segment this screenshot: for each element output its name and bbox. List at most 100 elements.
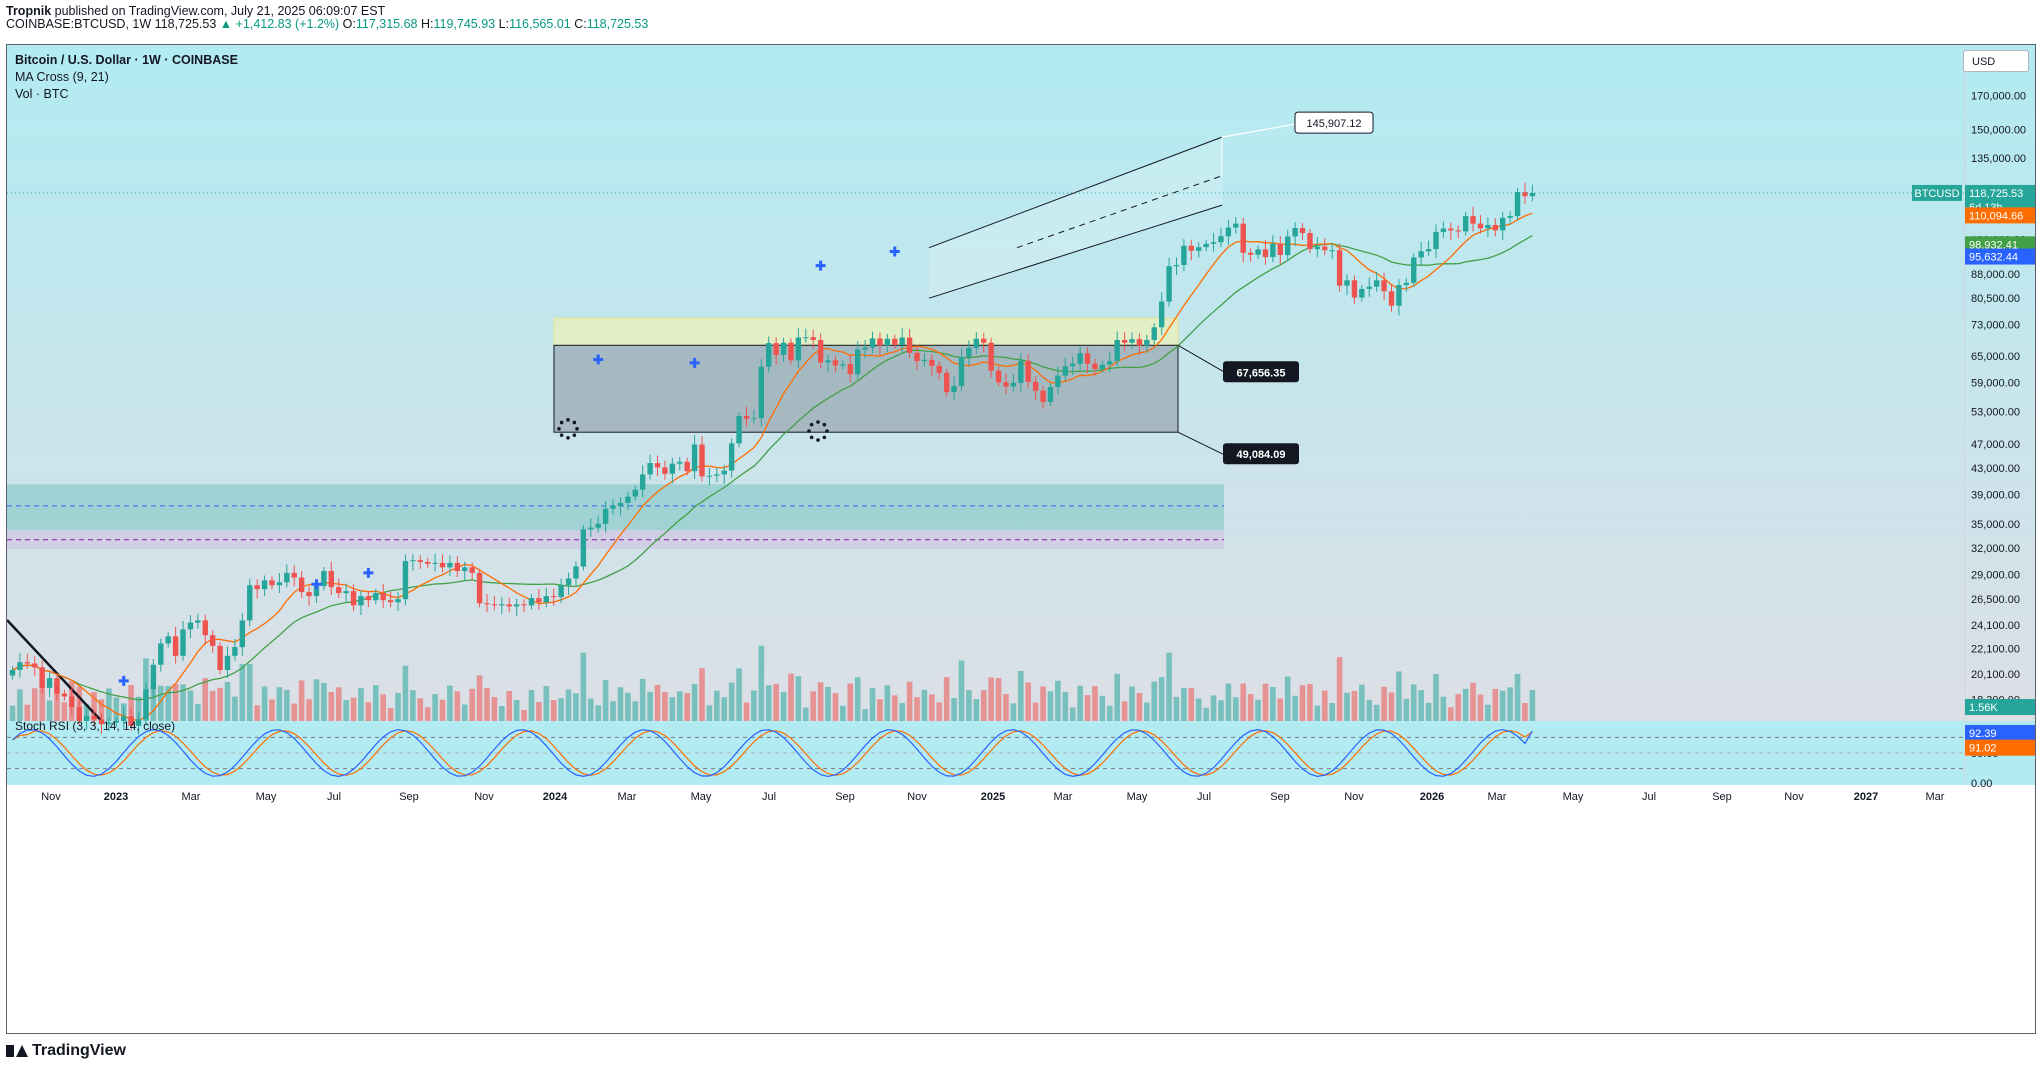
volume-bar <box>1440 696 1447 721</box>
candle-body <box>706 475 713 477</box>
candle-body <box>588 527 594 530</box>
volume-bar <box>528 689 535 721</box>
volume-bar <box>1040 686 1046 721</box>
price-tick-label: 20,100.00 <box>1971 669 2020 681</box>
candle-body <box>365 596 372 601</box>
volume-bar <box>1381 686 1387 721</box>
volume-bar <box>291 703 298 721</box>
volume-bar <box>1270 686 1276 721</box>
volume-bar <box>936 702 943 721</box>
ma-cross-marker <box>689 357 700 368</box>
dotted-circle-marker <box>816 420 820 424</box>
volume-bar <box>1418 690 1424 721</box>
channel-lower-line <box>928 204 1223 299</box>
candle-body <box>543 596 550 603</box>
candle-body <box>209 635 216 646</box>
close-label: C: <box>574 17 587 31</box>
volume-bar <box>995 678 1002 721</box>
candle-body <box>751 418 757 420</box>
volume-bar <box>1492 688 1499 721</box>
candle-body <box>1010 382 1017 387</box>
candle-body <box>899 337 905 345</box>
volume-bar <box>402 665 409 721</box>
time-tick-label: Sep <box>399 791 419 803</box>
volume-bar <box>1277 698 1284 721</box>
candle-body <box>1396 285 1402 306</box>
candle-body <box>1507 216 1513 218</box>
candle-body <box>795 337 802 361</box>
candle-body <box>1314 246 1321 250</box>
candle-body <box>1136 339 1143 346</box>
candle-body <box>1366 286 1372 289</box>
ma-cross-marker <box>311 579 322 590</box>
author-name[interactable]: Tropnik <box>6 4 52 18</box>
volume-bar <box>728 682 735 721</box>
chart-frame[interactable]: 145,907.1267,656.3549,084.09190,000.0017… <box>6 44 2036 1034</box>
candle-body <box>513 604 520 607</box>
volume-bar <box>914 697 920 721</box>
ma-cross-marker <box>815 260 826 271</box>
volume-bar <box>1062 691 1069 721</box>
volume-bar <box>358 687 364 721</box>
volume-bar <box>958 660 965 721</box>
volume-bar <box>1284 676 1291 721</box>
volume-bar <box>461 704 468 721</box>
volume-bar <box>1396 671 1402 721</box>
time-tick-label: Nov <box>1344 791 1364 803</box>
stoch-tick-label: 0.00 <box>1971 778 1992 790</box>
dotted-circle-marker <box>575 427 579 431</box>
candle-body <box>869 338 876 348</box>
currency-button[interactable]: USD <box>1963 50 2029 72</box>
volume-bar <box>610 701 616 721</box>
volume-bar <box>491 697 498 721</box>
volume-bar <box>810 691 817 721</box>
candle-body <box>699 444 705 477</box>
footer-brand: TradingView <box>6 1042 126 1060</box>
volume-bar <box>365 702 372 721</box>
volume-bar <box>1233 697 1239 721</box>
price-tick-label: 80,500.00 <box>1971 293 2020 305</box>
candle-body <box>172 636 179 656</box>
cross-tag-box <box>1965 248 2035 265</box>
candle-body <box>484 603 490 605</box>
volume-bar <box>313 679 320 721</box>
dotted-circle-marker <box>566 418 570 422</box>
volume-bar <box>157 685 164 721</box>
candle-body <box>981 338 987 343</box>
publish-header: Tropnik published on TradingView.com, Ju… <box>6 4 385 18</box>
candle-body <box>61 693 68 697</box>
volume-bar <box>261 686 268 721</box>
channel-upper-line <box>928 136 1223 249</box>
candle-body <box>714 474 720 476</box>
candle-body <box>424 561 431 564</box>
candle-body <box>854 349 861 375</box>
price-tick-label: 29,000.00 <box>1971 570 2020 582</box>
legend-stoch: Stoch RSI (3, 3, 14, 14, close) <box>15 719 176 733</box>
candle-body <box>76 706 82 721</box>
time-tick-label: Nov <box>1784 791 1804 803</box>
price-chart[interactable]: 145,907.1267,656.3549,084.09190,000.0017… <box>7 45 2035 1033</box>
volume-bar <box>380 694 386 721</box>
candle-body <box>736 416 742 444</box>
candle-body <box>1351 280 1358 298</box>
volume-bar <box>973 699 980 721</box>
candle-body <box>402 561 409 600</box>
volume-bar <box>1410 684 1417 721</box>
candle-body <box>410 560 416 562</box>
volume-bar <box>1470 682 1476 721</box>
volume-bar <box>780 692 787 721</box>
volume-bar <box>1507 687 1513 721</box>
volume-bar <box>1240 683 1247 721</box>
volume-bar <box>1144 702 1150 721</box>
volume-bar <box>1255 699 1261 721</box>
time-tick-label: May <box>1563 791 1584 803</box>
candle-body <box>313 586 320 597</box>
volume-bar <box>232 696 238 721</box>
candle-body <box>1485 224 1491 229</box>
volume-bar <box>387 708 394 721</box>
candle-body <box>306 592 312 597</box>
dotted-circle-marker <box>822 422 827 427</box>
volume-bar <box>662 691 668 721</box>
volume-bar <box>721 697 728 721</box>
candle-body <box>476 572 483 604</box>
